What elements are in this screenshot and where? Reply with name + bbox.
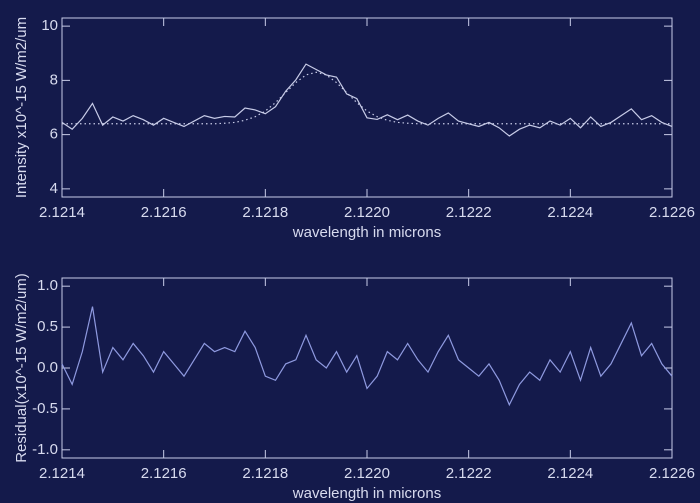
y-axis-label: Residual(x10^-15 W/m2/um) [13, 273, 30, 463]
y-tick-label: 4 [50, 180, 58, 197]
x-tick-label: 2.1226 [649, 465, 695, 482]
y-tick-label: 8 [50, 71, 58, 88]
x-tick-label: 2.1224 [547, 204, 593, 221]
x-tick-label: 2.1224 [547, 465, 593, 482]
x-tick-label: 2.1222 [446, 465, 492, 482]
x-axis-label: wavelength in microns [292, 485, 441, 502]
x-tick-label: 2.1220 [344, 204, 390, 221]
plot-frame [61, 277, 673, 459]
x-tick-label: 2.1218 [242, 204, 288, 221]
y-tick-label: 10 [41, 17, 58, 34]
x-tick-label: 2.1214 [39, 204, 85, 221]
data-line [61, 306, 673, 407]
data-line [61, 63, 673, 137]
data-line [62, 71, 672, 125]
x-tick-label: 2.1216 [141, 465, 187, 482]
y-tick-label: 0.5 [37, 318, 58, 335]
x-tick-label: 2.1222 [446, 204, 492, 221]
x-tick-label: 2.1216 [141, 204, 187, 221]
x-tick-label: 2.1226 [649, 204, 695, 221]
y-tick-label: 0.0 [37, 359, 58, 376]
x-axis-label: wavelength in microns [292, 224, 441, 241]
y-tick-label: 6 [50, 126, 58, 143]
y-tick-label: 1.0 [37, 277, 58, 294]
y-tick-label: -0.5 [32, 400, 58, 417]
x-tick-label: 2.1218 [242, 465, 288, 482]
x-tick-label: 2.1220 [344, 465, 390, 482]
x-tick-label: 2.1214 [39, 465, 85, 482]
y-axis-label: Intensity x10^-15 W/m2/um [13, 17, 30, 198]
y-tick-label: -1.0 [32, 441, 58, 458]
plot-frame [61, 17, 673, 198]
